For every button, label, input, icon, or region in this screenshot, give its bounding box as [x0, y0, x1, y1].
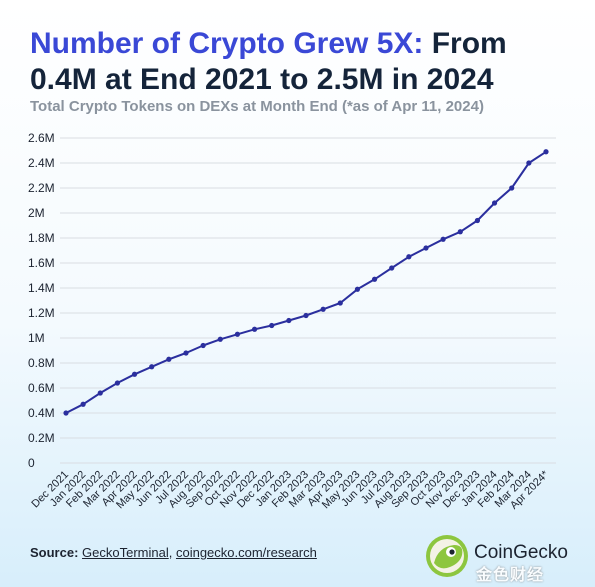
data-point — [320, 306, 326, 312]
data-point — [183, 350, 189, 356]
data-point — [166, 356, 172, 362]
data-point — [457, 229, 463, 235]
data-point — [97, 390, 103, 396]
y-tick-label: 2.6M — [28, 131, 55, 145]
data-points — [63, 149, 549, 416]
y-tick-label: 0.4M — [28, 406, 55, 420]
source-link-geckoterminal[interactable]: GeckoTerminal — [82, 545, 169, 560]
data-point — [200, 342, 206, 349]
data-point — [114, 380, 121, 386]
y-tick-label: 0 — [28, 456, 35, 470]
y-axis-ticks: 0 0.2M 0.4M 0.6M 0.8M 1M 1.2M 1.4M 1.6M 1.8M 2M 2.2… — [28, 131, 55, 470]
data-point — [234, 331, 241, 337]
series-line — [65, 150, 547, 414]
chart-title-rest: From 0.4M at End 2021 to 2.5M in 2024 — [30, 27, 507, 96]
watermark-text: 金色财经 — [476, 567, 545, 584]
data-point — [286, 317, 292, 324]
data-point — [337, 300, 343, 306]
y-tick-label: 0.6M — [28, 381, 55, 395]
data-point — [406, 254, 412, 260]
y-tick-label: 1.6M — [28, 256, 55, 270]
y-tick-label: 1.2M — [28, 306, 55, 320]
brand-name: CoinGecko — [474, 542, 568, 563]
data-point — [303, 312, 309, 319]
data-point — [269, 322, 275, 329]
data-point — [354, 286, 361, 292]
data-point — [389, 265, 395, 271]
data-point — [423, 245, 429, 251]
line-chart: 0 0.2M 0.4M 0.6M 0.8M 1M 1.2M 1.4M 1.6M 1.8M 2M 2.2… — [28, 131, 556, 512]
chart-title-accent: Number of Crypto Grew 5X: — [30, 27, 424, 60]
data-point — [526, 160, 532, 166]
y-tick-label: 1.4M — [28, 281, 55, 295]
coingecko-brand: CoinGecko 金色财经 — [424, 533, 584, 584]
data-point — [217, 336, 223, 342]
source-note: Source: GeckoTerminal, coingecko.com/res… — [30, 545, 317, 560]
source-link-coingecko-research[interactable]: coingecko.com/research — [175, 545, 317, 560]
source-label: Source: — [30, 545, 79, 560]
y-tick-label: 0.8M — [28, 356, 55, 370]
y-tick-label: 2.4M — [28, 156, 55, 170]
data-point — [149, 364, 155, 370]
source-separator: , — [168, 545, 176, 560]
y-tick-label: 2.2M — [28, 181, 55, 195]
y-tick-label: 2M — [28, 206, 45, 220]
data-point — [491, 200, 498, 206]
gecko-logo-icon — [426, 535, 468, 577]
data-point — [131, 371, 138, 377]
y-tick-label: 1.8M — [28, 231, 55, 245]
data-point — [371, 276, 378, 282]
data-point — [543, 149, 549, 155]
data-point — [474, 217, 481, 224]
data-point — [63, 410, 69, 416]
y-tick-label: 0.2M — [28, 431, 55, 445]
data-point — [80, 401, 86, 407]
chart-subtitle: Total Crypto Tokens on DEXs at Month End… — [30, 98, 484, 115]
chart-title: Number of Crypto Grew 5X: From 0.4M at E… — [30, 26, 580, 98]
data-point — [509, 185, 515, 191]
grid-lines — [60, 137, 556, 464]
data-point — [251, 326, 258, 332]
y-tick-label: 1M — [28, 331, 45, 345]
data-point — [440, 236, 446, 242]
